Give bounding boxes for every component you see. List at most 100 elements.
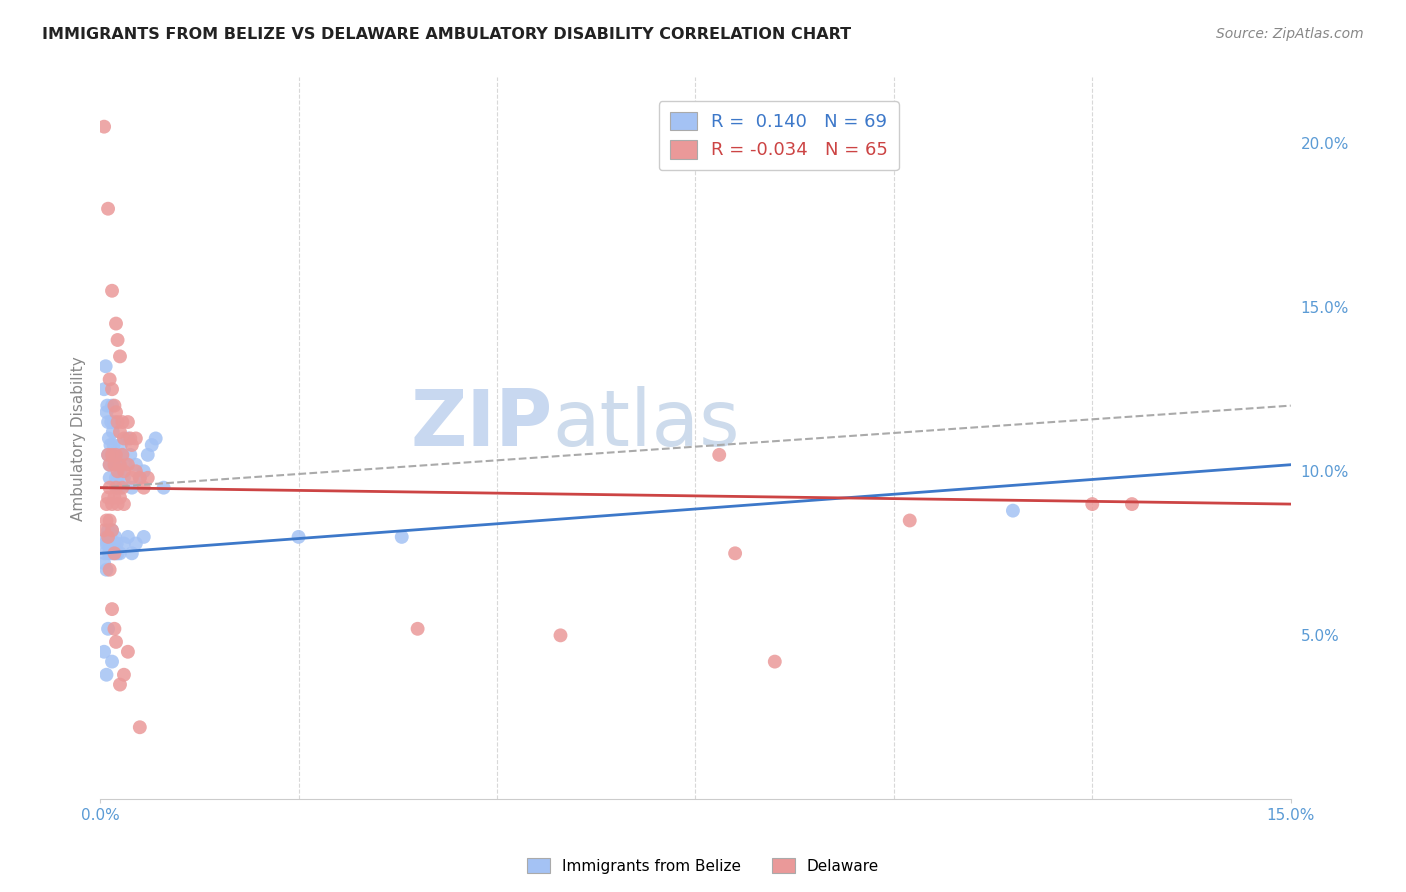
Point <box>97 448 120 462</box>
Point <box>136 448 159 462</box>
Point <box>121 546 143 560</box>
Point <box>98 514 121 528</box>
Point <box>108 458 131 472</box>
Point <box>108 425 131 439</box>
Point <box>1121 497 1143 511</box>
Point <box>101 536 124 550</box>
Point <box>100 530 122 544</box>
Point <box>98 458 121 472</box>
Legend: R =  0.140   N = 69, R = -0.034   N = 65: R = 0.140 N = 69, R = -0.034 N = 65 <box>659 101 898 170</box>
Point <box>112 667 135 681</box>
Point <box>132 481 155 495</box>
Point <box>152 481 174 495</box>
Point <box>100 438 122 452</box>
Point <box>117 645 139 659</box>
Point <box>97 546 120 560</box>
Point <box>98 372 121 386</box>
Point <box>1001 503 1024 517</box>
Point <box>101 425 124 439</box>
Point <box>111 481 134 495</box>
Point <box>763 655 786 669</box>
Point <box>97 491 120 505</box>
Point <box>117 458 139 472</box>
Point <box>406 622 429 636</box>
Point <box>97 448 120 462</box>
Point <box>94 536 117 550</box>
Point <box>105 635 128 649</box>
Point <box>114 458 136 472</box>
Point <box>103 399 125 413</box>
Point <box>104 458 127 472</box>
Point <box>98 481 121 495</box>
Point <box>105 448 128 462</box>
Point <box>103 622 125 636</box>
Point <box>121 481 143 495</box>
Point <box>97 622 120 636</box>
Point <box>110 438 132 452</box>
Point <box>125 536 148 550</box>
Point <box>136 471 159 485</box>
Point <box>101 655 124 669</box>
Point <box>107 464 129 478</box>
Point <box>128 720 150 734</box>
Point <box>93 524 115 538</box>
Text: IMMIGRANTS FROM BELIZE VS DELAWARE AMBULATORY DISABILITY CORRELATION CHART: IMMIGRANTS FROM BELIZE VS DELAWARE AMBUL… <box>42 27 851 42</box>
Point <box>125 464 148 478</box>
Point <box>93 645 115 659</box>
Text: Source: ZipAtlas.com: Source: ZipAtlas.com <box>1216 27 1364 41</box>
Point <box>105 536 128 550</box>
Point <box>550 628 572 642</box>
Point <box>111 448 134 462</box>
Point <box>101 602 124 616</box>
Point <box>108 350 131 364</box>
Point <box>111 448 134 462</box>
Point <box>93 120 115 134</box>
Point <box>117 530 139 544</box>
Point <box>709 448 731 462</box>
Point <box>108 546 131 560</box>
Point <box>96 563 118 577</box>
Point <box>107 448 129 462</box>
Point <box>125 458 148 472</box>
Point <box>96 514 118 528</box>
Point <box>141 438 163 452</box>
Point <box>108 481 131 495</box>
Point <box>101 524 124 538</box>
Point <box>101 448 124 462</box>
Point <box>96 497 118 511</box>
Point <box>103 438 125 452</box>
Point <box>128 471 150 485</box>
Point <box>97 530 120 544</box>
Point <box>101 524 124 538</box>
Point <box>105 405 128 419</box>
Point <box>112 471 135 485</box>
Point <box>112 497 135 511</box>
Point <box>96 399 118 413</box>
Point <box>120 432 142 446</box>
Point <box>97 202 120 216</box>
Point <box>105 471 128 485</box>
Point <box>125 432 148 446</box>
Point <box>105 481 128 495</box>
Point <box>898 514 921 528</box>
Point <box>121 471 143 485</box>
Point <box>101 448 124 462</box>
Point <box>96 667 118 681</box>
Point <box>98 458 121 472</box>
Point <box>103 491 125 505</box>
Point <box>103 546 125 560</box>
Point <box>132 530 155 544</box>
Point <box>96 536 118 550</box>
Point <box>101 284 124 298</box>
Point <box>108 491 131 505</box>
Point <box>98 471 121 485</box>
Legend: Immigrants from Belize, Delaware: Immigrants from Belize, Delaware <box>520 852 886 880</box>
Point <box>108 677 131 691</box>
Point <box>104 530 127 544</box>
Point <box>128 471 150 485</box>
Point <box>117 432 139 446</box>
Point <box>107 415 129 429</box>
Point <box>111 415 134 429</box>
Point <box>96 530 118 544</box>
Point <box>117 415 139 429</box>
